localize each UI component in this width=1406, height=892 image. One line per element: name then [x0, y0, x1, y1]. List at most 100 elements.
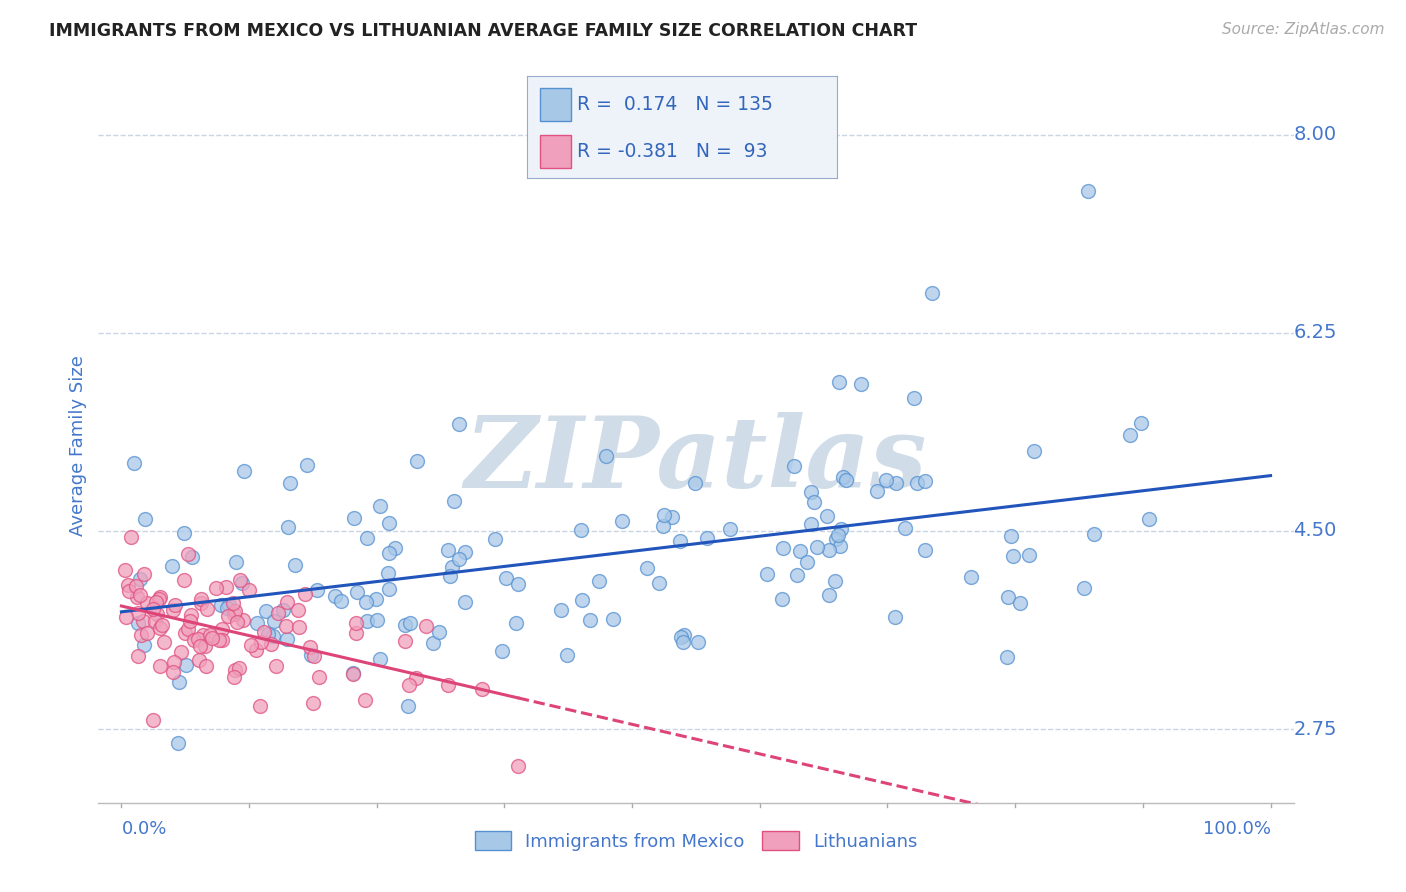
- Point: [205, 581, 228, 595]
- Point: [342, 665, 364, 680]
- Point: [191, 628, 214, 642]
- Point: [439, 569, 461, 583]
- Point: [160, 559, 183, 574]
- Point: [366, 613, 388, 627]
- Point: [828, 376, 851, 390]
- Point: [344, 615, 367, 630]
- Point: [415, 619, 437, 633]
- Point: [188, 640, 211, 654]
- Point: [122, 456, 145, 470]
- Point: [183, 633, 205, 648]
- Point: [354, 595, 377, 609]
- Point: [905, 476, 928, 491]
- Point: [150, 618, 173, 632]
- Point: [405, 672, 427, 686]
- Point: [343, 511, 366, 525]
- Point: [579, 613, 602, 627]
- Point: [1022, 443, 1045, 458]
- Point: [194, 658, 217, 673]
- Text: 0.0%: 0.0%: [121, 820, 167, 838]
- Point: [299, 648, 322, 663]
- Point: [136, 596, 159, 610]
- Point: [921, 286, 943, 301]
- Point: [174, 626, 197, 640]
- Point: [1137, 511, 1160, 525]
- Point: [772, 541, 794, 555]
- Point: [264, 659, 287, 673]
- Point: [491, 643, 513, 657]
- Point: [443, 494, 465, 508]
- Point: [208, 633, 231, 648]
- Point: [770, 591, 793, 606]
- Point: [875, 473, 897, 487]
- Point: [177, 623, 200, 637]
- Point: [125, 579, 148, 593]
- Point: [648, 575, 671, 590]
- Point: [302, 696, 325, 710]
- Point: [246, 616, 269, 631]
- Point: [786, 567, 808, 582]
- Point: [686, 635, 709, 649]
- Point: [440, 560, 463, 574]
- Point: [190, 596, 212, 610]
- Point: [238, 582, 260, 597]
- Point: [287, 603, 309, 617]
- Point: [800, 485, 823, 500]
- Point: [149, 621, 172, 635]
- Y-axis label: Average Family Size: Average Family Size: [69, 356, 87, 536]
- Point: [803, 495, 825, 509]
- Text: IMMIGRANTS FROM MEXICO VS LITHUANIAN AVERAGE FAMILY SIZE CORRELATION CHART: IMMIGRANTS FROM MEXICO VS LITHUANIAN AVE…: [49, 22, 917, 40]
- Point: [129, 628, 152, 642]
- Point: [406, 454, 429, 468]
- Point: [128, 572, 150, 586]
- Point: [447, 417, 470, 431]
- Point: [1008, 595, 1031, 609]
- Point: [302, 648, 325, 663]
- Point: [142, 601, 165, 615]
- Point: [495, 571, 517, 585]
- Point: [636, 561, 658, 575]
- Point: [187, 632, 209, 646]
- Point: [602, 612, 624, 626]
- Point: [145, 595, 167, 609]
- Point: [187, 653, 209, 667]
- Point: [260, 637, 283, 651]
- Point: [179, 614, 201, 628]
- Point: [661, 509, 683, 524]
- Point: [569, 523, 592, 537]
- Point: [170, 645, 193, 659]
- Point: [484, 532, 506, 546]
- Point: [276, 594, 298, 608]
- Point: [245, 643, 267, 657]
- Point: [217, 600, 239, 615]
- Point: [610, 514, 633, 528]
- Point: [471, 681, 494, 696]
- Point: [271, 603, 294, 617]
- Point: [356, 532, 378, 546]
- Point: [1083, 527, 1105, 541]
- Text: 6.25: 6.25: [1294, 323, 1337, 343]
- Point: [249, 635, 271, 649]
- Point: [342, 667, 364, 681]
- Point: [115, 609, 138, 624]
- Point: [368, 500, 391, 514]
- Point: [148, 592, 170, 607]
- Point: [195, 602, 218, 616]
- Point: [141, 713, 163, 727]
- Point: [180, 607, 202, 622]
- Point: [914, 543, 936, 558]
- Point: [669, 630, 692, 644]
- Point: [824, 574, 846, 588]
- Point: [132, 638, 155, 652]
- Point: [399, 616, 422, 631]
- Point: [914, 474, 936, 488]
- Point: [288, 620, 311, 634]
- Point: [214, 580, 236, 594]
- Point: [398, 678, 420, 692]
- Point: [149, 590, 172, 604]
- Point: [173, 526, 195, 541]
- Point: [294, 587, 316, 601]
- Point: [134, 512, 156, 526]
- Point: [257, 627, 280, 641]
- Point: [229, 573, 252, 587]
